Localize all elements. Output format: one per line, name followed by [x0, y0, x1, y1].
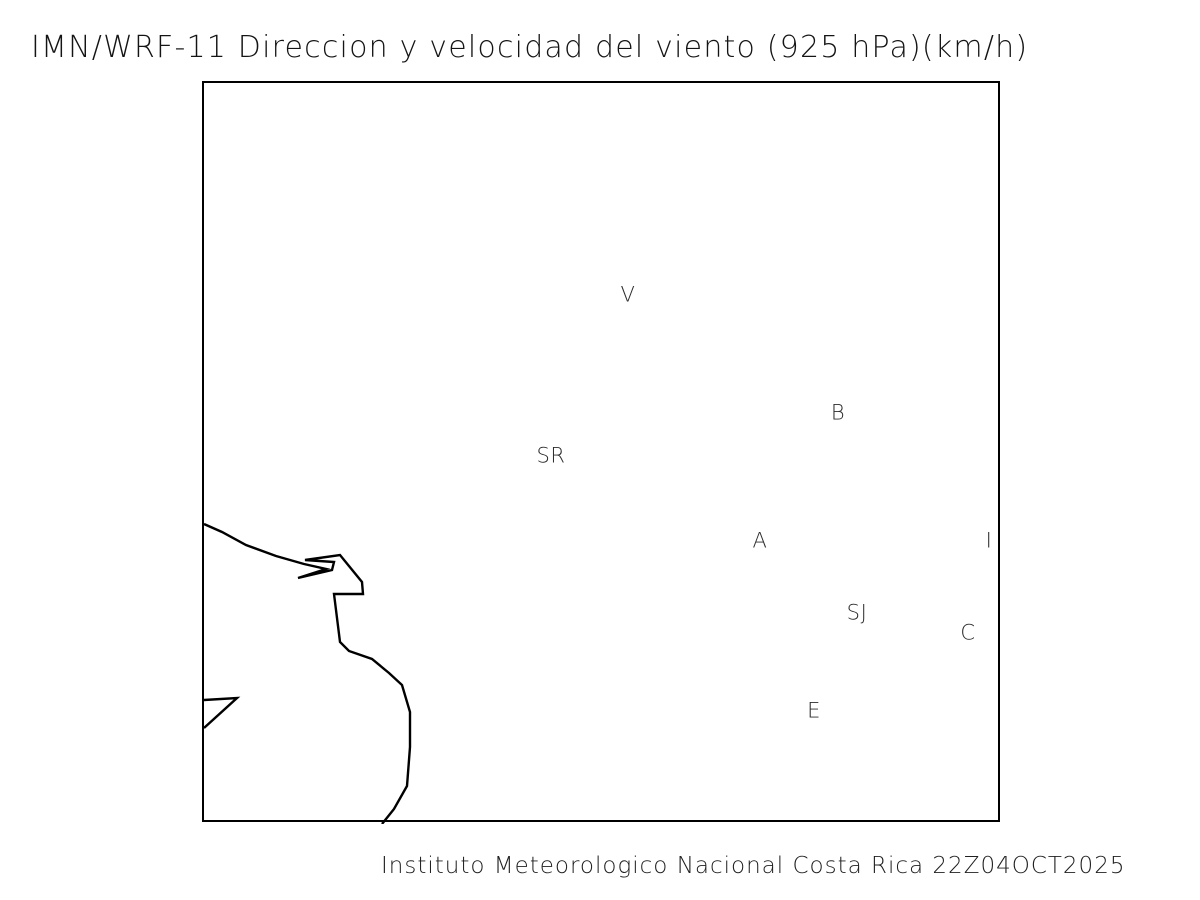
coastline-mainland	[204, 522, 412, 824]
station-label-sr: SR	[536, 443, 566, 468]
station-label-c: C	[960, 620, 976, 645]
footer-credit: Instituto Meteorologico Nacional Costa R…	[381, 853, 1126, 879]
coastline-peninsula	[204, 696, 241, 729]
station-label-sj: SJ	[846, 600, 868, 625]
station-label-e: E	[807, 698, 821, 723]
map-plot-area[interactable]	[202, 81, 1000, 824]
station-label-b: B	[830, 400, 846, 425]
page-title: IMN/WRF-11 Direccion y velocidad del vie…	[31, 30, 1029, 65]
coastline-layer	[204, 522, 412, 824]
station-label-v: V	[620, 282, 636, 307]
station-label-a: A	[752, 528, 768, 553]
station-label-i: I	[985, 528, 993, 553]
